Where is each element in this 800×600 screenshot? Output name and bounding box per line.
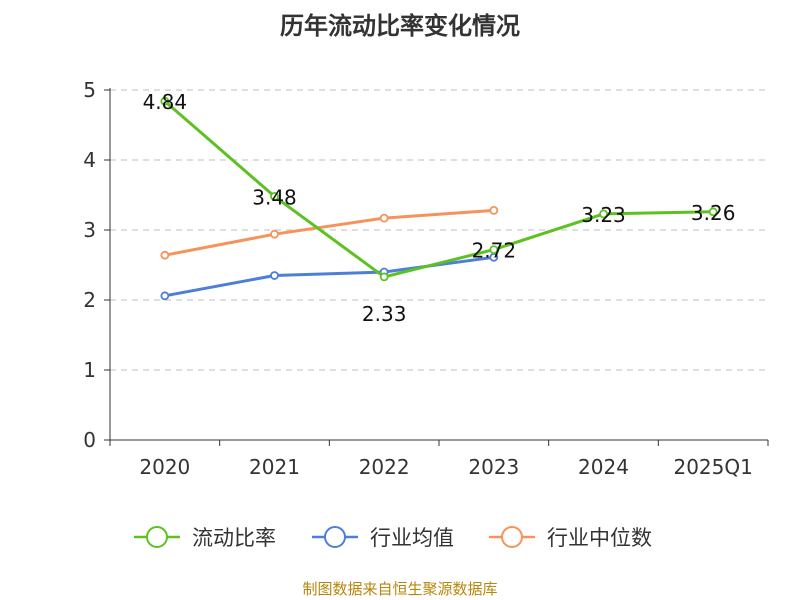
data-point [270,271,279,280]
legend-label: 流动比率 [192,526,276,550]
data-label: 3.26 [691,201,736,225]
data-point [160,96,170,106]
legend-label: 行业中位数 [547,526,652,550]
x-tick-label: 2023 [468,455,519,479]
data-label: 3.48 [252,185,297,209]
y-tick-label: 0 [83,428,96,452]
x-tick-label: 2021 [249,455,300,479]
chart-title: 历年流动比率变化情况 [280,12,520,40]
data-label: 4.84 [143,90,188,114]
series-line [163,100,714,279]
x-tick-label: 2024 [578,455,629,479]
data-point [270,229,279,239]
data-point [489,245,499,255]
legend-swatch-marker [501,526,523,548]
legend-swatch-marker [324,526,346,548]
y-tick-label: 1 [83,358,96,382]
data-point [599,209,608,219]
data-point [379,213,389,223]
data-label: 3.23 [581,203,626,227]
x-tick-label: 2020 [139,455,190,479]
source-note: 制图数据来自恒生聚源数据库 [302,580,498,598]
legend-label: 行业均值 [370,526,454,550]
y-tick-label: 5 [83,78,96,102]
data-point [270,191,279,201]
legend-swatch-marker [146,526,168,548]
data-point [160,250,170,260]
data-point [160,291,170,301]
data-label: 2.33 [362,302,407,326]
x-tick-label: 2025Q1 [673,455,752,479]
y-tick-label: 3 [83,218,96,242]
data-point [489,205,499,215]
y-tick-label: 4 [83,148,96,172]
x-tick-label: 2022 [359,455,410,479]
data-point [708,207,718,217]
data-label: 2.72 [472,239,517,263]
series-line [164,208,494,257]
y-tick-label: 2 [83,288,96,312]
data-point [379,272,389,282]
